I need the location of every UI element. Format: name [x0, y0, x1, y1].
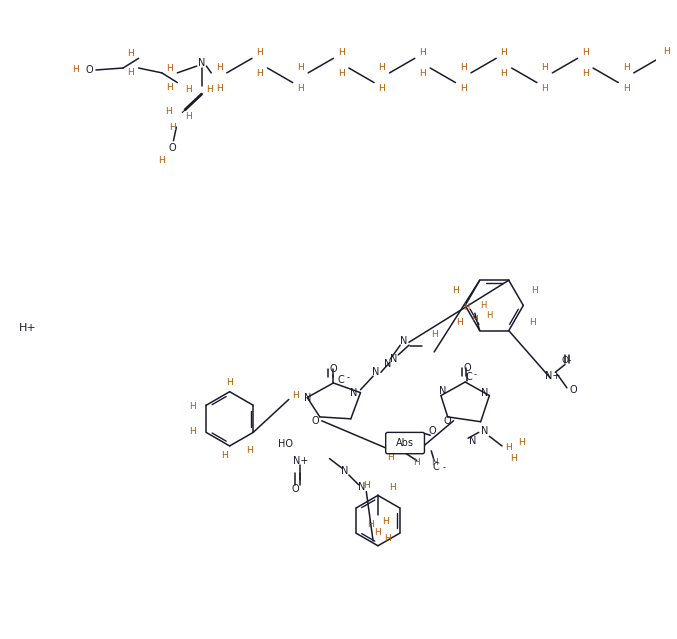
Text: C: C [466, 372, 473, 382]
Text: -: - [347, 373, 349, 381]
Text: O: O [429, 426, 436, 436]
Text: H: H [206, 85, 213, 94]
Text: N: N [350, 388, 357, 397]
Text: H: H [529, 318, 536, 327]
Text: N: N [372, 367, 380, 377]
Text: H: H [419, 70, 426, 79]
Text: H+: H+ [18, 323, 36, 333]
Text: H: H [623, 63, 630, 72]
Text: H: H [167, 83, 173, 92]
Text: H: H [257, 70, 263, 79]
Text: N: N [390, 354, 397, 364]
Text: H: H [338, 48, 345, 57]
Text: H: H [460, 63, 466, 72]
Text: H: H [663, 47, 670, 56]
Text: H: H [338, 70, 345, 79]
Text: H: H [531, 286, 538, 295]
Text: N: N [384, 358, 391, 369]
Text: H: H [246, 446, 253, 456]
Text: O: O [311, 416, 319, 426]
Text: O: O [570, 385, 577, 395]
Text: H: H [582, 48, 589, 57]
Text: H: H [518, 438, 525, 447]
Text: H: H [387, 453, 394, 462]
Text: Abs: Abs [396, 438, 414, 448]
FancyBboxPatch shape [386, 433, 424, 454]
Text: H: H [127, 68, 134, 77]
Text: H: H [374, 528, 381, 537]
Text: H: H [463, 303, 469, 312]
Text: H: H [257, 48, 263, 57]
Text: H: H [419, 48, 426, 57]
Text: H: H [541, 84, 548, 93]
Text: N: N [469, 436, 477, 446]
Text: -: - [473, 370, 477, 379]
Text: H: H [216, 63, 222, 72]
Text: -: - [442, 463, 445, 472]
Text: H: H [506, 443, 512, 452]
Text: H: H [190, 402, 196, 411]
Text: H: H [541, 63, 548, 72]
Text: H: H [367, 520, 374, 529]
Text: H: H [363, 481, 370, 490]
Text: H: H [127, 49, 134, 58]
Text: H: H [226, 378, 233, 387]
Text: N: N [198, 58, 205, 68]
Text: H: H [297, 63, 304, 72]
Text: H: H [378, 63, 385, 72]
Text: H: H [500, 70, 507, 79]
Text: H: H [297, 84, 304, 93]
Text: N: N [400, 336, 408, 346]
Text: N: N [481, 426, 488, 436]
Text: O-: O- [562, 356, 572, 365]
Text: H: H [383, 517, 389, 526]
Text: H: H [378, 84, 385, 93]
Text: N: N [481, 388, 488, 397]
Text: H: H [431, 458, 437, 467]
Text: O: O [292, 484, 299, 493]
Text: N: N [341, 466, 349, 476]
Text: H: H [623, 84, 630, 93]
Text: O: O [169, 144, 176, 153]
Text: H: H [486, 311, 493, 320]
Text: N: N [357, 482, 365, 491]
Text: H: H [510, 454, 517, 463]
Text: H: H [414, 458, 420, 467]
Text: O: O [330, 364, 337, 374]
Text: O: O [463, 364, 471, 373]
Text: H: H [185, 112, 192, 121]
Text: H: H [167, 63, 173, 72]
Text: H: H [190, 427, 196, 436]
Text: O: O [444, 416, 452, 426]
Text: H: H [292, 391, 299, 400]
Text: N+: N+ [292, 456, 308, 465]
Text: H: H [72, 65, 79, 75]
Text: C: C [433, 462, 439, 472]
Text: H: H [385, 534, 391, 543]
Text: H: H [500, 48, 507, 57]
Text: H: H [221, 451, 228, 460]
Text: H: H [389, 483, 396, 492]
Text: N: N [303, 392, 311, 403]
Text: H: H [169, 123, 176, 132]
Text: H: H [460, 84, 466, 93]
Text: C: C [338, 375, 345, 385]
Text: H: H [165, 107, 172, 116]
Text: N: N [439, 386, 447, 396]
Text: H: H [471, 316, 478, 325]
Text: H: H [216, 84, 222, 93]
Text: O: O [85, 65, 93, 75]
Text: H: H [431, 330, 437, 339]
Text: HO: HO [278, 439, 293, 449]
Text: H: H [456, 318, 462, 327]
Text: H: H [158, 155, 165, 165]
Text: H: H [452, 286, 459, 295]
Text: H: H [481, 301, 487, 310]
Text: H: H [582, 70, 589, 79]
Text: H: H [185, 85, 192, 94]
Text: N+: N+ [545, 371, 560, 381]
